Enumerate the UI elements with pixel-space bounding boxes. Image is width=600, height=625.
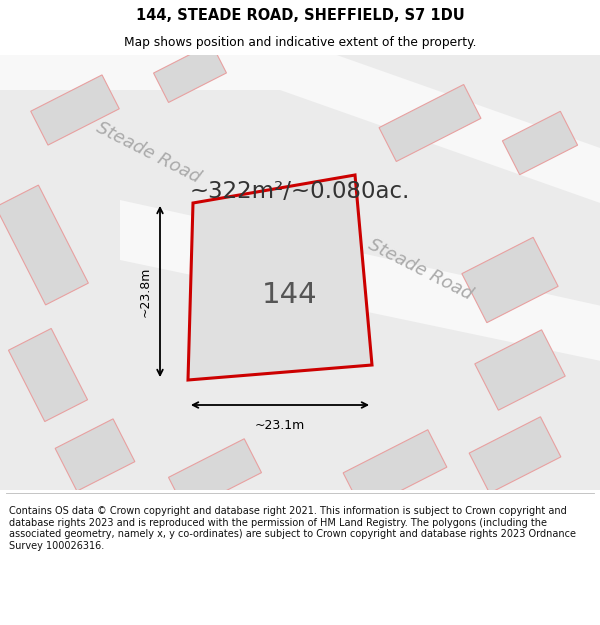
Polygon shape <box>154 44 226 102</box>
Polygon shape <box>8 329 88 421</box>
Polygon shape <box>469 417 561 493</box>
Polygon shape <box>343 430 447 510</box>
Text: ~322m²/~0.080ac.: ~322m²/~0.080ac. <box>190 180 410 203</box>
Text: 144: 144 <box>262 281 318 309</box>
Polygon shape <box>502 111 578 174</box>
Polygon shape <box>379 84 481 161</box>
Polygon shape <box>169 439 262 511</box>
Polygon shape <box>462 238 558 322</box>
Polygon shape <box>120 200 600 365</box>
Text: Contains OS data © Crown copyright and database right 2021. This information is : Contains OS data © Crown copyright and d… <box>9 506 576 551</box>
Text: Steade Road: Steade Road <box>93 119 203 187</box>
Polygon shape <box>0 55 600 490</box>
Text: ~23.8m: ~23.8m <box>139 266 152 317</box>
Text: Map shows position and indicative extent of the property.: Map shows position and indicative extent… <box>124 36 476 49</box>
Text: 144, STEADE ROAD, SHEFFIELD, S7 1DU: 144, STEADE ROAD, SHEFFIELD, S7 1DU <box>136 8 464 23</box>
Polygon shape <box>0 185 88 305</box>
Text: Steade Road: Steade Road <box>365 236 475 304</box>
Polygon shape <box>31 75 119 145</box>
Polygon shape <box>0 35 600 210</box>
Polygon shape <box>55 419 135 491</box>
Polygon shape <box>475 330 565 410</box>
Polygon shape <box>188 175 372 380</box>
Text: ~23.1m: ~23.1m <box>255 419 305 432</box>
